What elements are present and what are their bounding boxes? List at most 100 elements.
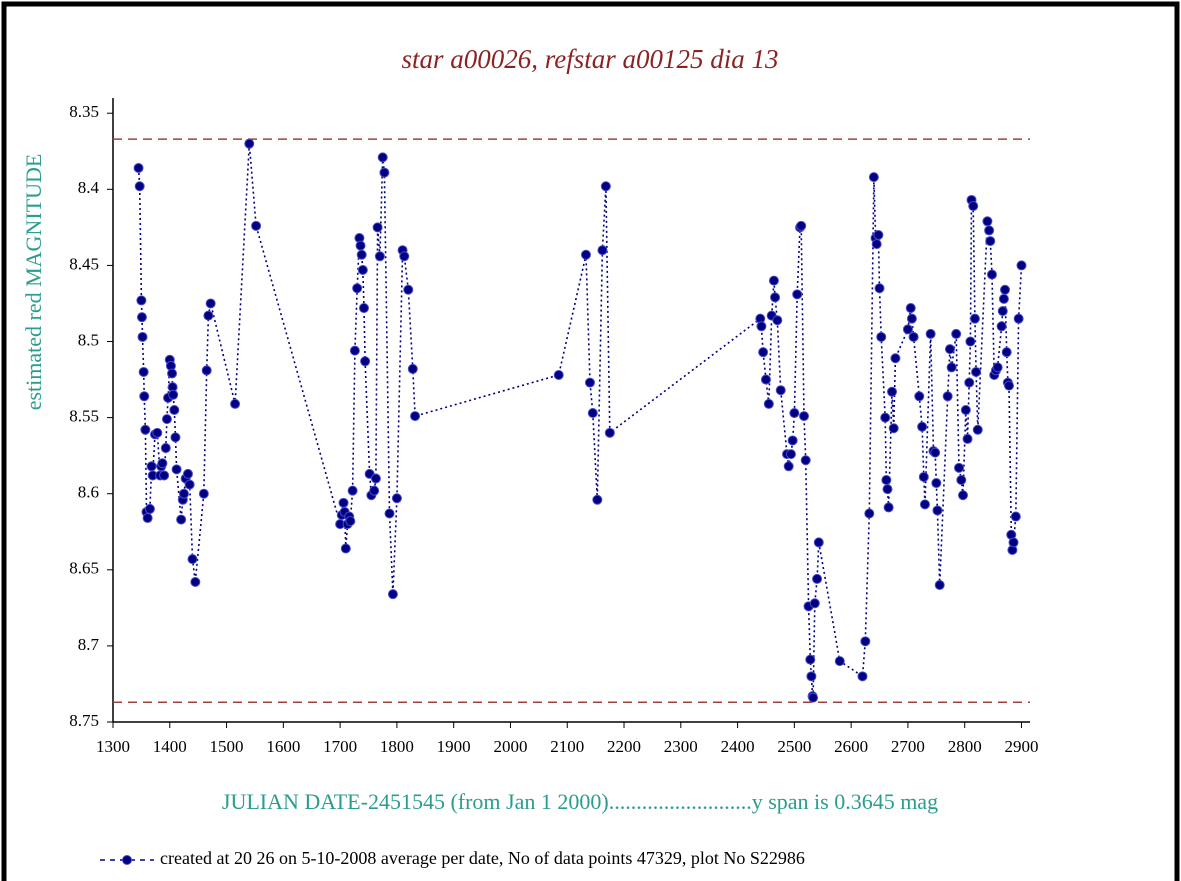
data-point bbox=[908, 331, 919, 342]
y-tick-label: 8.45 bbox=[69, 254, 99, 273]
data-point bbox=[136, 295, 147, 306]
data-point bbox=[345, 516, 356, 527]
data-point bbox=[783, 461, 794, 472]
data-point bbox=[251, 220, 262, 231]
y-tick-label: 8.7 bbox=[78, 635, 100, 654]
data-point bbox=[340, 543, 351, 554]
data-point bbox=[138, 366, 149, 377]
data-point bbox=[770, 292, 781, 303]
data-point bbox=[360, 356, 371, 367]
data-point bbox=[140, 424, 151, 435]
x-tick-label: 2700 bbox=[891, 737, 925, 756]
data-point bbox=[775, 385, 786, 396]
data-point bbox=[133, 163, 144, 174]
data-point bbox=[984, 225, 995, 236]
data-point bbox=[809, 598, 820, 609]
data-point bbox=[871, 239, 882, 250]
data-point bbox=[946, 362, 957, 373]
data-point bbox=[399, 251, 410, 262]
data-point bbox=[184, 479, 195, 490]
data-point bbox=[198, 488, 209, 499]
data-point bbox=[998, 293, 1009, 304]
data-point bbox=[169, 405, 180, 415]
data-point bbox=[768, 275, 779, 286]
data-point bbox=[407, 363, 418, 374]
data-point bbox=[888, 423, 899, 434]
x-tick-label: 2800 bbox=[948, 737, 982, 756]
data-point bbox=[201, 365, 212, 376]
data-point bbox=[917, 421, 928, 432]
data-point bbox=[787, 435, 798, 446]
data-point bbox=[157, 458, 168, 469]
y-tick-label: 8.4 bbox=[78, 178, 100, 197]
data-point bbox=[808, 692, 819, 703]
data-point bbox=[384, 508, 395, 519]
data-point bbox=[931, 478, 942, 489]
data-point bbox=[932, 505, 943, 516]
data-point bbox=[760, 374, 771, 385]
data-point bbox=[1008, 537, 1019, 548]
data-point bbox=[756, 321, 767, 332]
data-point bbox=[349, 345, 360, 356]
data-point bbox=[171, 464, 182, 475]
data-point bbox=[960, 405, 971, 415]
data-point bbox=[553, 369, 564, 380]
x-tick-label: 1800 bbox=[380, 737, 414, 756]
data-point bbox=[136, 312, 147, 323]
data-point bbox=[403, 284, 414, 295]
data-point bbox=[230, 398, 241, 409]
data-point bbox=[874, 283, 885, 294]
data-point bbox=[956, 475, 967, 486]
data-point bbox=[982, 216, 993, 227]
data-point bbox=[925, 328, 936, 339]
data-point bbox=[964, 377, 975, 388]
y-tick-label: 8.5 bbox=[78, 330, 99, 349]
data-point bbox=[139, 391, 150, 402]
x-tick-label: 1600 bbox=[266, 737, 300, 756]
data-point bbox=[142, 513, 153, 524]
x-axis-label: JULIAN DATE-2451545 (from Jan 1 2000)...… bbox=[222, 789, 938, 814]
x-tick-label: 2900 bbox=[1004, 737, 1038, 756]
x-tick-label: 2000 bbox=[493, 737, 527, 756]
data-point bbox=[880, 412, 891, 423]
data-point bbox=[604, 427, 615, 438]
data-point bbox=[902, 324, 913, 335]
data-point bbox=[377, 152, 388, 163]
data-point bbox=[763, 398, 774, 409]
data-point bbox=[190, 576, 201, 587]
data-point bbox=[758, 347, 769, 358]
data-point bbox=[957, 490, 968, 501]
data-point bbox=[883, 502, 894, 513]
data-point bbox=[962, 433, 973, 444]
data-point bbox=[1013, 313, 1024, 324]
data-point bbox=[799, 411, 810, 422]
data-point bbox=[800, 455, 811, 466]
y-tick-label: 8.35 bbox=[69, 102, 99, 121]
y-axis-label: estimated red MAGNITUDE bbox=[21, 154, 46, 411]
x-tick-label: 2600 bbox=[834, 737, 868, 756]
data-point bbox=[806, 671, 817, 682]
data-point bbox=[161, 414, 172, 425]
data-point bbox=[887, 386, 898, 397]
legend-marker bbox=[122, 855, 132, 865]
data-point bbox=[785, 449, 796, 460]
data-point bbox=[391, 493, 402, 504]
data-point bbox=[873, 229, 884, 240]
data-point bbox=[985, 236, 996, 247]
data-point bbox=[972, 424, 983, 435]
x-tick-label: 1300 bbox=[96, 737, 130, 756]
data-point bbox=[992, 362, 1003, 373]
data-point bbox=[1001, 347, 1012, 358]
data-point bbox=[772, 315, 783, 326]
x-tick-label: 1500 bbox=[210, 737, 244, 756]
data-point bbox=[357, 264, 368, 275]
data-point bbox=[934, 580, 945, 591]
data-point bbox=[1016, 260, 1027, 271]
data-point bbox=[805, 654, 816, 665]
data-point bbox=[587, 408, 598, 419]
data-point bbox=[1000, 284, 1011, 295]
data-point bbox=[813, 537, 824, 548]
chart-title: star a00026, refstar a00125 dia 13 bbox=[401, 44, 778, 74]
data-point bbox=[986, 269, 997, 280]
data-point bbox=[167, 368, 178, 379]
